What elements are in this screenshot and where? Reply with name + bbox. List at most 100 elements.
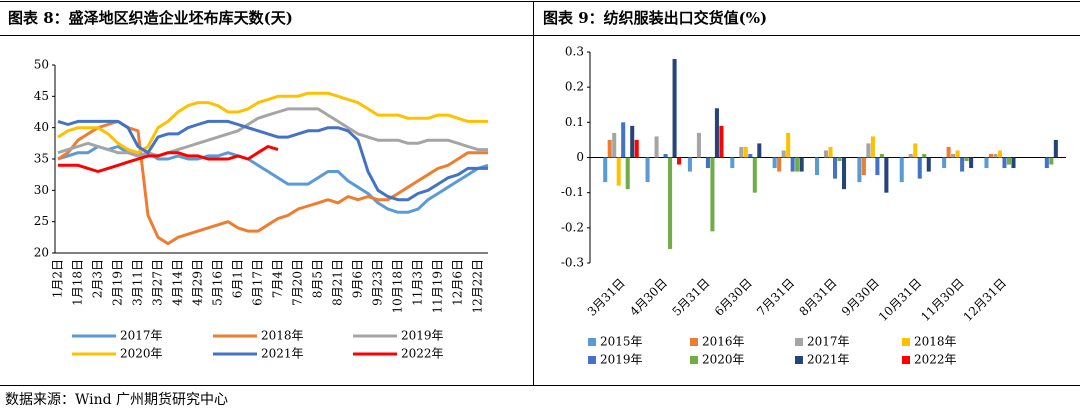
bar: [612, 132, 617, 158]
bar: [899, 157, 904, 183]
bar: [969, 157, 974, 169]
source-note: 数据来源：Wind 广州期货研究中心: [5, 391, 228, 408]
x-tick-label: 12月22日: [471, 259, 485, 314]
legend-label: 2021年: [807, 353, 850, 367]
bar: [781, 150, 786, 158]
legend-swatch: [690, 356, 698, 364]
x-tick-label: 11月19日: [431, 259, 445, 314]
bar: [866, 143, 871, 158]
bar: [993, 153, 998, 158]
x-tick-label: 12月31日: [961, 276, 1009, 324]
y-tick-label: -0.3: [561, 256, 584, 270]
bar: [625, 157, 630, 190]
y-tick-label: 0: [576, 150, 584, 164]
x-tick-label: 3月11日: [131, 259, 145, 306]
bar: [884, 157, 889, 193]
legend-label: 2021年: [261, 347, 304, 361]
bar: [926, 157, 931, 172]
x-tick-label: 6月30日: [712, 276, 755, 319]
bar: [861, 157, 866, 176]
bar: [777, 157, 782, 172]
bar: [687, 157, 692, 172]
legend-label: 2018年: [914, 335, 957, 349]
bar: [730, 157, 735, 169]
x-tick-label: 8月31日: [797, 276, 840, 319]
bar: [942, 157, 947, 169]
bar: [672, 59, 677, 158]
legend-swatch: [690, 338, 698, 346]
bar: [955, 150, 960, 158]
legend-swatch: [588, 338, 596, 346]
bar: [603, 157, 608, 183]
bar: [663, 153, 668, 158]
legend-swatch: [902, 356, 910, 364]
legend-label: 2020年: [702, 353, 745, 367]
x-tick-label: 2月3日: [91, 259, 105, 298]
x-tick-label: 8月5日: [311, 259, 325, 298]
bar: [913, 143, 918, 158]
y-tick-label: 50: [34, 58, 49, 72]
x-tick-label: 9月23日: [371, 259, 385, 306]
legend-label: 2019年: [401, 329, 444, 343]
y-tick-label: 20: [34, 246, 49, 260]
bar: [875, 157, 880, 176]
x-tick-label: 1月2日: [51, 259, 65, 298]
bar: [823, 150, 829, 158]
legend-label: 2016年: [702, 335, 745, 349]
bar: [677, 157, 682, 165]
legend-label: 2022年: [914, 353, 957, 367]
bar: [714, 108, 719, 158]
x-tick-label: 12月6日: [451, 259, 465, 306]
bar: [964, 157, 969, 162]
series-line: [57, 119, 488, 246]
bar: [833, 157, 838, 179]
bar: [946, 146, 951, 158]
bar: [739, 146, 744, 158]
bar: [870, 136, 875, 158]
bar: [879, 153, 884, 158]
bar: [1006, 157, 1012, 165]
y-tick-label: -0.1: [561, 185, 584, 199]
x-tick-label: 7月4日: [271, 259, 285, 298]
bar: [634, 139, 639, 158]
bar: [857, 157, 862, 183]
bar: [1049, 157, 1054, 165]
y-tick-label: 0.1: [565, 115, 584, 129]
legend-label: 2022年: [401, 347, 444, 361]
x-tick-label: 5月31日: [669, 276, 712, 319]
x-tick-label: 11月3日: [411, 259, 425, 306]
bar: [696, 132, 701, 158]
x-tick-label: 3月27日: [151, 259, 165, 306]
x-tick-label: 2月19日: [111, 259, 125, 306]
legend-swatch: [795, 356, 803, 364]
legend-label: 2017年: [120, 329, 163, 343]
x-tick-label: 6月17日: [251, 259, 265, 306]
bar: [1002, 157, 1007, 169]
x-tick-label: 5月16日: [211, 259, 225, 306]
legend-label: 2017年: [807, 335, 850, 349]
y-tick-label: 45: [34, 89, 49, 103]
bar: [922, 153, 927, 158]
legend-label: 2015年: [600, 335, 643, 349]
bar: [748, 153, 753, 158]
legend-swatch: [795, 338, 803, 346]
y-tick-label: 40: [34, 120, 49, 134]
bar: [988, 153, 994, 158]
series-line: [57, 119, 488, 202]
legend-label: 2019年: [600, 353, 643, 367]
legend-label: 2018年: [261, 329, 304, 343]
bar: [997, 150, 1003, 158]
bar: [1011, 157, 1016, 169]
series-line: [58, 145, 279, 173]
y-tick-label: 35: [34, 152, 49, 166]
x-tick-label: 7月20日: [291, 259, 305, 306]
chart-title: 图表 9：纺织服装出口交货值(%): [543, 9, 767, 27]
series-line: [57, 145, 489, 214]
bar: [799, 157, 804, 172]
bar: [814, 157, 820, 176]
x-tick-label: 9月6日: [351, 259, 365, 298]
legend-swatch: [588, 356, 596, 364]
bar: [795, 157, 800, 172]
